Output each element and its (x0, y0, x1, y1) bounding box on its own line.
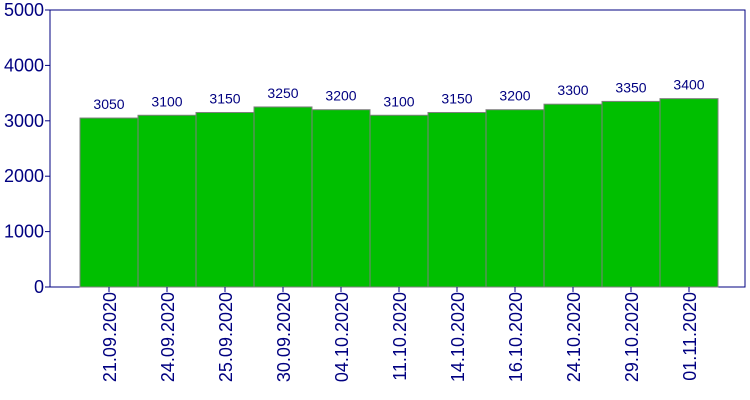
bar (311, 109, 371, 288)
bar (137, 114, 197, 288)
x-tick-label: 14.10.2020 (448, 292, 468, 382)
y-tick-label: 5000 (4, 0, 44, 20)
bar (485, 109, 545, 288)
bar-value-label: 3350 (615, 79, 646, 95)
bar-value-label: 3100 (383, 93, 414, 109)
x-tick-label: 01.11.2020 (680, 292, 700, 381)
bar-value-label: 3100 (151, 93, 182, 109)
y-tick-label: 3000 (4, 111, 44, 131)
x-tick-label: 21.09.2020 (100, 292, 120, 382)
bar-value-label: 3300 (557, 82, 588, 98)
x-tick-label: 16.10.2020 (506, 292, 526, 382)
y-tick-label: 4000 (4, 55, 44, 75)
bar-value-label: 3150 (209, 90, 240, 106)
x-tick-label: 11.10.2020 (390, 292, 410, 381)
bar (543, 103, 603, 288)
bar-value-label: 3200 (499, 88, 530, 104)
x-tick-label: 25.09.2020 (216, 292, 236, 382)
bar (659, 98, 719, 288)
x-tick-label: 24.09.2020 (158, 292, 178, 382)
x-tick-label: 30.09.2020 (274, 292, 294, 382)
bar (601, 100, 661, 288)
bar-value-label: 3150 (441, 90, 472, 106)
bar (369, 114, 429, 288)
bar-value-label: 3250 (267, 85, 298, 101)
bar (427, 111, 487, 288)
bar (79, 117, 139, 288)
x-tick-label: 04.10.2020 (332, 292, 352, 382)
y-tick-label: 2000 (4, 166, 44, 186)
bar (195, 111, 255, 288)
bar-value-label: 3050 (93, 96, 124, 112)
bar (253, 106, 313, 288)
y-tick-label: 1000 (4, 222, 44, 242)
x-tick-label: 24.10.2020 (564, 292, 584, 382)
y-tick-label: 0 (34, 277, 44, 297)
bar-value-label: 3200 (325, 88, 356, 104)
bar-value-label: 3400 (673, 77, 704, 93)
x-tick-label: 29.10.2020 (622, 292, 642, 382)
